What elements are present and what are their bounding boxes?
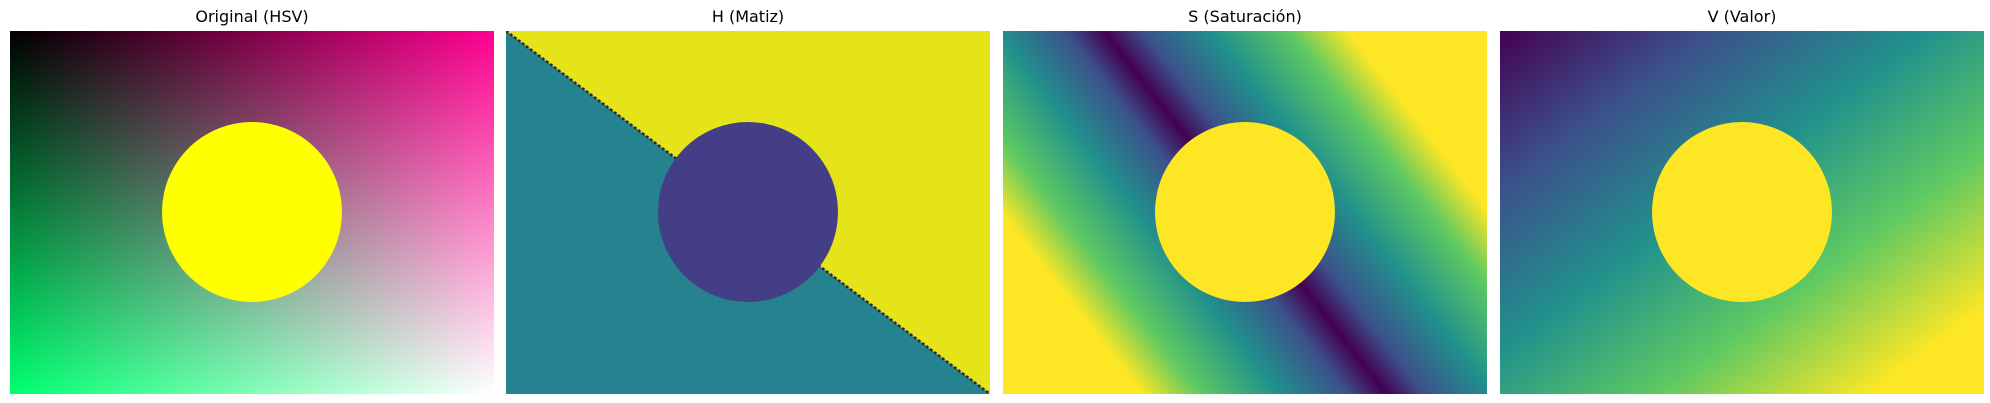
panel-title-value: V (Valor)	[1707, 7, 1777, 26]
panel-title-hue: H (Matiz)	[711, 7, 785, 26]
image-hue	[506, 31, 990, 394]
image-saturation-svg	[1003, 31, 1487, 394]
hue-circle	[658, 122, 838, 302]
image-hue-svg	[506, 31, 990, 394]
panel-saturation: S (Saturación)	[1003, 0, 1487, 403]
saturation-circle	[1155, 122, 1335, 302]
image-value-svg	[1500, 31, 1984, 394]
image-saturation	[1003, 31, 1487, 394]
image-original-hsv	[10, 31, 494, 394]
panel-value: V (Valor)	[1500, 0, 1984, 403]
original-circle	[162, 122, 342, 302]
panel-hue: H (Matiz)	[506, 0, 990, 403]
panel-title-saturation: S (Saturación)	[1188, 7, 1302, 26]
panel-title-original: Original (HSV)	[195, 7, 309, 26]
image-value	[1500, 31, 1984, 394]
panel-original: Original (HSV)	[10, 0, 494, 403]
image-original-hsv-svg	[10, 31, 494, 394]
value-circle	[1652, 122, 1832, 302]
